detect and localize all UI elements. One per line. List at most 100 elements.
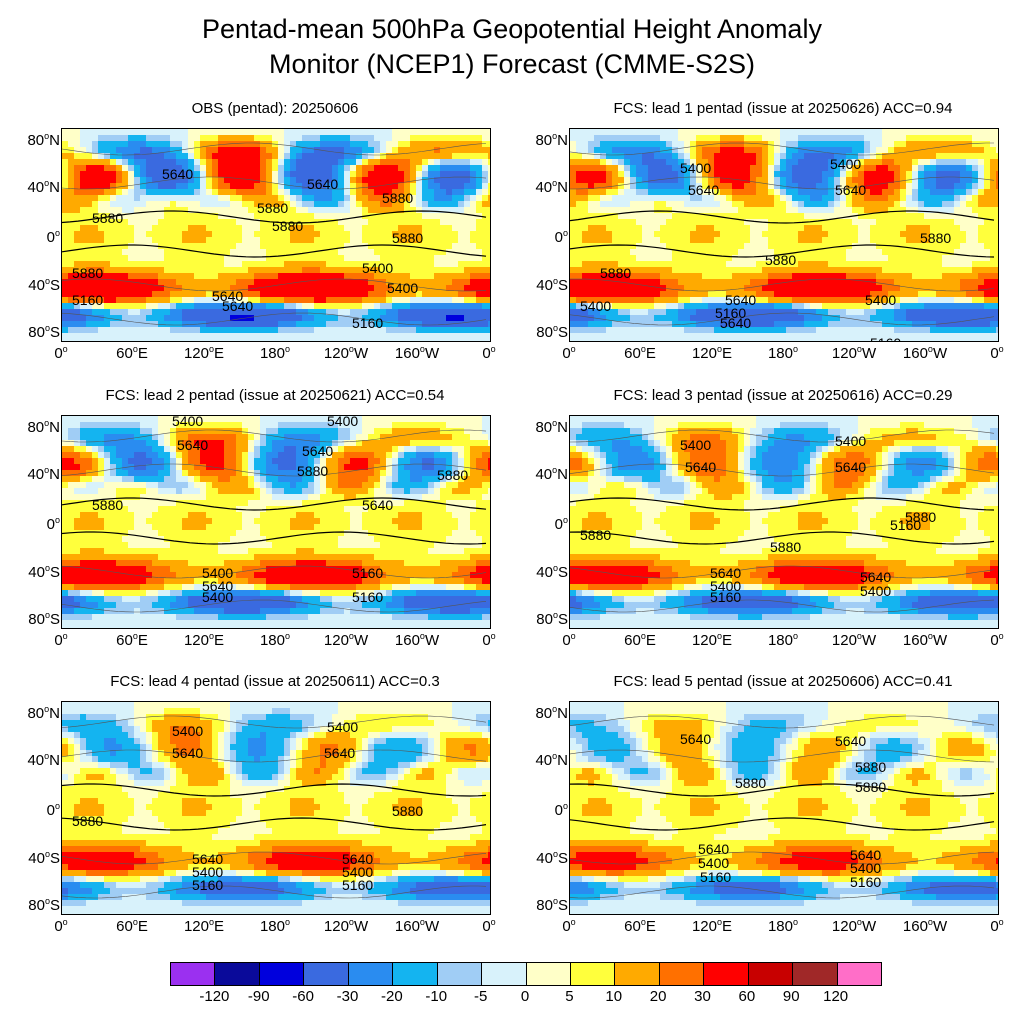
height-contour-line	[570, 210, 995, 224]
contour-label: 5880	[257, 200, 288, 216]
longitude-tick-label: 0o	[990, 917, 1004, 935]
contour-label: 5880	[92, 497, 123, 513]
colorbar-swatch	[793, 963, 838, 985]
colorbar-tick-label: -120	[199, 988, 230, 1005]
contour-label: 5640	[212, 288, 243, 304]
longitude-tick-label: 0o	[482, 631, 496, 649]
longitude-tick-label: 0o	[54, 917, 68, 935]
longitude-tick-label: 120oW	[831, 344, 877, 362]
colorbar-swatch	[348, 963, 394, 985]
contour-label: 5640	[222, 298, 253, 314]
contour-label: 5160	[352, 589, 383, 605]
colorbar-tick-label: 90	[782, 988, 800, 1005]
height-contour-line	[62, 244, 487, 258]
height-contour-line	[570, 497, 995, 511]
contour-label: 5640	[302, 443, 333, 459]
panel-title: FCS: lead 3 pentad (issue at 20250616) A…	[613, 387, 953, 404]
contour-label: 5160	[342, 877, 373, 893]
longitude-tick-label: 120oE	[691, 631, 733, 649]
contour-label: 5640	[162, 166, 193, 182]
anomaly-map: 5400 5400 5640 5640 5880 5880 5880 5640 5400 5160…	[61, 415, 491, 629]
contour-label: 5640	[680, 731, 711, 747]
contour-label: 5880	[600, 265, 631, 281]
height-contour-line	[570, 715, 995, 729]
colorbar-swatch	[837, 963, 881, 985]
colorbar-swatch	[570, 963, 616, 985]
contour-label: 5400	[362, 260, 393, 276]
longitude-tick-label: 0o	[54, 344, 68, 362]
contour-label: 5640	[835, 182, 866, 198]
height-contour-line	[570, 278, 995, 292]
contour-label: 5880	[735, 775, 766, 791]
colorbar-swatch	[482, 963, 527, 985]
latitude-tick-label: 0o	[46, 228, 60, 246]
colorbar-swatch	[304, 963, 349, 985]
contour-label: 5640	[860, 569, 891, 585]
height-contour-line	[62, 817, 487, 831]
contour-label: 5400	[202, 565, 233, 581]
contour-label: 5400	[698, 855, 729, 871]
colorbar-tick-label: 30	[694, 988, 711, 1005]
colorbar-swatch	[437, 963, 483, 985]
longitude-tick-label: 0o	[54, 631, 68, 649]
latitude-tick-label: 0o	[46, 515, 60, 533]
height-contour-line	[570, 783, 995, 797]
latitude-tick-label: 40oN	[27, 465, 60, 483]
latitude-tick-label: 40oN	[535, 751, 568, 769]
contour-label: 5880	[392, 803, 423, 819]
height-contour-line	[62, 142, 487, 156]
longitude-tick-label: 160oW	[902, 917, 948, 935]
colorbar-swatch	[393, 963, 438, 985]
latitude-tick-label: 80oS	[536, 610, 568, 628]
height-contour-line	[62, 312, 487, 326]
latitude-tick-label: 80oN	[535, 704, 568, 722]
contour-label: 5400	[710, 578, 741, 594]
latitude-tick-label: 40oS	[536, 276, 568, 294]
contour-label: 5160	[192, 877, 223, 893]
panel-title: FCS: lead 5 pentad (issue at 20250606) A…	[613, 673, 953, 690]
contour-label: 5640	[835, 459, 866, 475]
contour-label: 5880	[580, 527, 611, 543]
latitude-tick-label: 40oS	[28, 563, 60, 581]
map-panel: FCS: lead 3 pentad (issue at 20250616) A…	[508, 387, 1008, 649]
longitude-tick-label: 0o	[990, 344, 1004, 362]
panel-title: FCS: lead 1 pentad (issue at 20250626) A…	[613, 100, 953, 117]
contour-label: 5640	[342, 851, 373, 867]
contour-label: 5880	[92, 210, 123, 226]
latitude-tick-label: 40oN	[27, 751, 60, 769]
longitude-tick-label: 180o	[259, 344, 291, 362]
colorbar-swatch	[526, 963, 571, 985]
height-contour-line	[62, 176, 487, 190]
colorbar-tick-label: 60	[738, 988, 756, 1005]
height-contour-line	[62, 463, 487, 477]
contour-label: 5640	[698, 841, 729, 857]
longitude-tick-label: 120oW	[323, 917, 369, 935]
longitude-tick-label: 60oE	[624, 917, 656, 935]
contour-label: 5640	[835, 733, 866, 749]
contour-label: 5400	[327, 416, 358, 429]
contour-label: 5880	[392, 230, 423, 246]
height-contour-line	[570, 749, 995, 763]
colorbar-tick-label: -5	[473, 988, 488, 1005]
height-contour-line	[570, 817, 995, 831]
contour-label: 5880	[437, 467, 468, 483]
latitude-tick-label: 40oN	[535, 465, 568, 483]
contour-label: 5880	[920, 230, 951, 246]
longitude-tick-label: 0o	[562, 917, 576, 935]
contour-label: 5400	[835, 433, 866, 449]
longitude-tick-label: 120oW	[831, 631, 877, 649]
contour-label: 5160	[72, 292, 103, 308]
contour-label: 5880	[72, 813, 103, 829]
longitude-tick-label: 60oE	[116, 344, 148, 362]
colorbar-tick-label: -90	[247, 988, 270, 1005]
contour-label: 5640	[720, 315, 751, 331]
contour-label: 5640	[685, 459, 716, 475]
latitude-tick-label: 40oS	[28, 849, 60, 867]
contour-label: 5640	[192, 851, 223, 867]
map-panel: FCS: lead 4 pentad (issue at 20250611) A…	[0, 673, 500, 935]
longitude-tick-label: 120oE	[183, 917, 225, 935]
latitude-tick-label: 40oN	[27, 178, 60, 196]
height-contour-line	[62, 210, 487, 224]
height-contour-line	[570, 599, 995, 613]
longitude-tick-label: 180o	[767, 344, 799, 362]
